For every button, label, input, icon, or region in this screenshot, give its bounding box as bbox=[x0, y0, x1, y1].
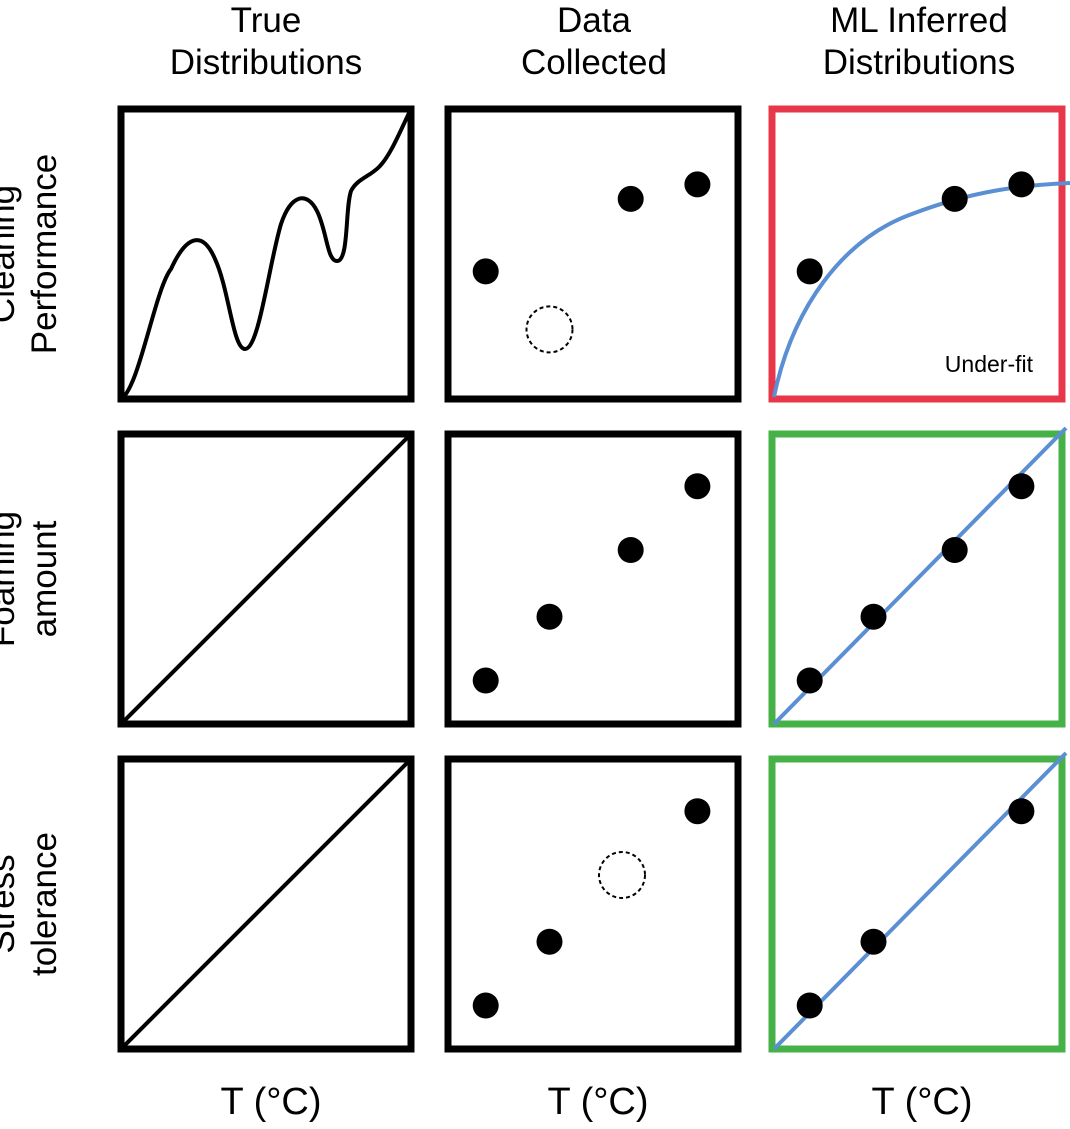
panel-frame-ml-cleaning bbox=[768, 105, 1066, 403]
column-title-line: Collected bbox=[521, 43, 667, 82]
fit-data-point bbox=[796, 992, 823, 1019]
column-title-ml: ML Inferred Distributions bbox=[769, 0, 1069, 84]
fit-data-point bbox=[1008, 798, 1035, 825]
true-curve-cleaning bbox=[119, 108, 413, 401]
true-curve-stress bbox=[119, 757, 413, 1051]
fit-data-point bbox=[1008, 473, 1035, 500]
column-title-line: True bbox=[230, 1, 302, 40]
data-point bbox=[536, 603, 563, 630]
panel-grid: Under-fit bbox=[117, 105, 1070, 1053]
panel-frame-ml-foaming bbox=[768, 430, 1066, 728]
fit-data-point bbox=[860, 603, 887, 630]
x-axis-label-true: T (°C) bbox=[220, 1081, 322, 1123]
panel-frame-data-cleaning bbox=[444, 105, 742, 403]
fit-data-point bbox=[941, 185, 968, 212]
fit-data-point bbox=[1008, 171, 1035, 198]
column-title-line: ML Inferred bbox=[830, 1, 1008, 40]
fit-data-point bbox=[796, 667, 823, 694]
data-point bbox=[617, 185, 644, 212]
column-title-line: Data bbox=[557, 1, 631, 40]
column-title-data: Data Collected bbox=[444, 0, 744, 84]
data-point bbox=[472, 667, 499, 694]
data-point bbox=[684, 473, 711, 500]
panel-frame-data-foaming bbox=[444, 430, 742, 728]
panel-frame-true-cleaning bbox=[117, 105, 415, 403]
column-title-line: Distributions bbox=[822, 43, 1016, 82]
data-point bbox=[617, 537, 644, 563]
data-point bbox=[684, 798, 711, 825]
fit-data-point bbox=[860, 928, 887, 955]
x-axis-label-data: T (°C) bbox=[547, 1081, 649, 1123]
data-point bbox=[536, 928, 563, 955]
fit-data-point bbox=[796, 258, 823, 285]
column-title-line: Distributions bbox=[169, 43, 363, 82]
data-point bbox=[472, 258, 499, 285]
fit-data-point bbox=[941, 537, 968, 563]
panel-frame-ml-stress bbox=[768, 755, 1066, 1053]
x-axis-label-ml: T (°C) bbox=[871, 1081, 973, 1123]
data-point bbox=[684, 171, 711, 198]
missing-data-point bbox=[598, 851, 646, 899]
fit-annotation: Under-fit bbox=[945, 351, 1034, 377]
panel-frame-data-stress bbox=[444, 755, 742, 1053]
column-title-true: True Distributions bbox=[116, 0, 416, 84]
data-point bbox=[472, 992, 499, 1019]
panel-frame-true-foaming bbox=[117, 430, 415, 728]
missing-data-point bbox=[525, 305, 574, 354]
panel-frame-true-stress bbox=[117, 755, 415, 1053]
true-curve-foaming bbox=[119, 432, 413, 726]
